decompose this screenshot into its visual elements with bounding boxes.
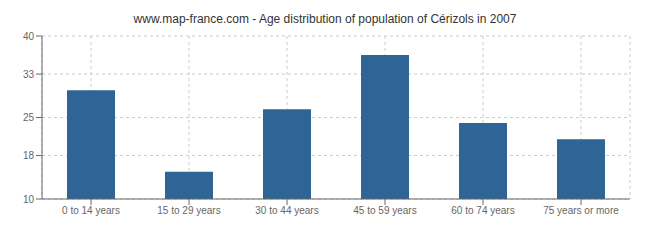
- svg-text:40: 40: [23, 31, 35, 42]
- svg-text:10: 10: [23, 194, 35, 205]
- svg-text:15 to 29 years: 15 to 29 years: [157, 205, 220, 216]
- svg-text:18: 18: [23, 150, 35, 161]
- svg-text:75 years or more: 75 years or more: [543, 205, 619, 216]
- svg-text:33: 33: [23, 69, 35, 80]
- svg-text:30 to 44 years: 30 to 44 years: [255, 205, 318, 216]
- svg-text:45 to 59 years: 45 to 59 years: [353, 205, 416, 216]
- svg-text:60 to 74 years: 60 to 74 years: [451, 205, 514, 216]
- svg-text:0 to 14 years: 0 to 14 years: [62, 205, 120, 216]
- svg-text:25: 25: [23, 112, 35, 123]
- html-text:www.map-france.com - Age distr: www.map-france.com - Age distribution of…: [133, 12, 517, 26]
